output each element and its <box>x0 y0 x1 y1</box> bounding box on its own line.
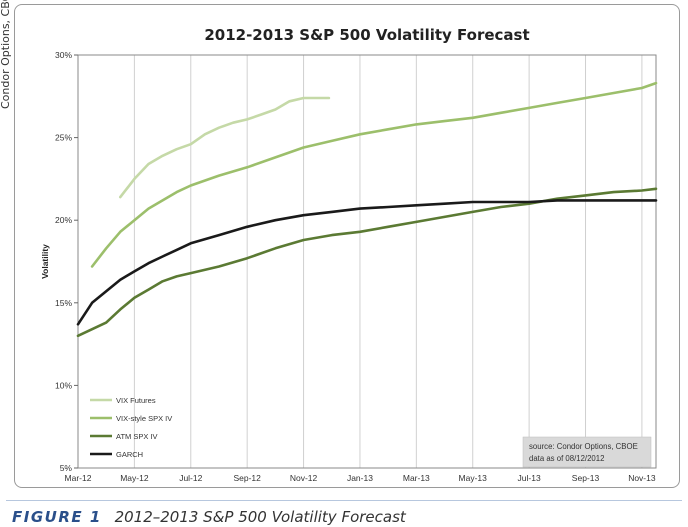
volatility-chart: 2012-2013 S&P 500 Volatility Forecast Mar… <box>40 26 658 483</box>
series-line-vix-style-spx-iv <box>90 81 658 268</box>
x-tick-label: Nov-12 <box>290 473 318 483</box>
x-tick-label: May-12 <box>120 473 149 483</box>
legend-label: VIX Futures <box>116 396 156 405</box>
legend-label: ATM SPX IV <box>116 432 158 441</box>
figure-number: FIGURE 1 <box>12 508 102 526</box>
x-tick-label: Sep-12 <box>233 473 261 483</box>
y-tick-label: 20% <box>55 215 72 225</box>
y-tick-label: 15% <box>55 298 72 308</box>
legend-label: GARCH <box>116 450 143 459</box>
series-line-garch <box>76 199 658 326</box>
y-axis-label: Volatility <box>40 244 50 279</box>
series-line-atm-spx-iv <box>76 187 658 338</box>
x-tick-label: Jul-13 <box>518 473 541 483</box>
x-tick-label: Nov-13 <box>628 473 656 483</box>
x-tick-label: Jan-13 <box>347 473 373 483</box>
x-tick-label: Jul-12 <box>179 473 202 483</box>
y-tick-label: 30% <box>55 50 72 60</box>
chart-title: 2012-2013 S&P 500 Volatility Forecast <box>204 26 529 44</box>
caption-rule <box>6 500 682 501</box>
figure-caption-text: 2012–2013 S&P 500 Volatility Forecast <box>114 508 406 526</box>
x-tick-label: May-13 <box>459 473 488 483</box>
plot-area <box>77 54 657 469</box>
source-note-box <box>522 436 652 468</box>
legend-label: VIX-style SPX IV <box>116 414 172 423</box>
source-note-line-1: source: Condor Options, CBOE <box>529 442 638 451</box>
y-tick-label: 5% <box>60 463 73 473</box>
y-tick-label: 25% <box>55 133 72 143</box>
source-note-line-2: data as of 08/12/2012 <box>529 454 604 463</box>
series-line-vix-futures <box>119 96 331 199</box>
figure-caption: FIGURE 1 2012–2013 S&P 500 Volatility Fo… <box>12 508 406 526</box>
x-tick-label: Sep-13 <box>572 473 600 483</box>
x-tick-label: Mar-12 <box>65 473 92 483</box>
x-tick-label: Mar-13 <box>403 473 430 483</box>
chart-frame <box>14 4 680 488</box>
y-tick-label: 10% <box>55 380 72 390</box>
